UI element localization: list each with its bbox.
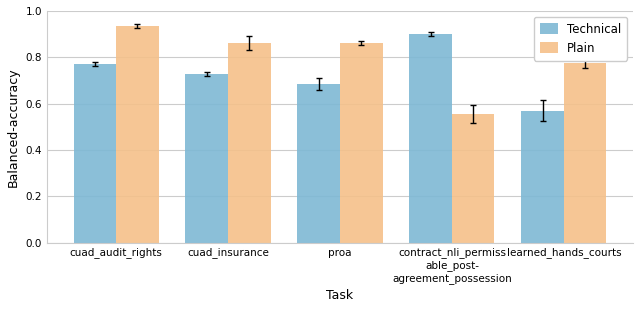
Bar — [564, 63, 607, 243]
X-axis label: Task: Task — [326, 289, 353, 302]
Bar — [340, 43, 383, 243]
Bar — [74, 64, 116, 243]
Bar — [522, 111, 564, 243]
Bar — [186, 74, 228, 243]
Bar — [452, 114, 495, 243]
Y-axis label: Balanced-accuracy: Balanced-accuracy — [7, 67, 20, 187]
Bar — [298, 84, 340, 243]
Legend: Technical, Plain: Technical, Plain — [534, 17, 627, 61]
Bar — [116, 26, 159, 243]
Bar — [410, 34, 452, 243]
Bar — [228, 43, 271, 243]
